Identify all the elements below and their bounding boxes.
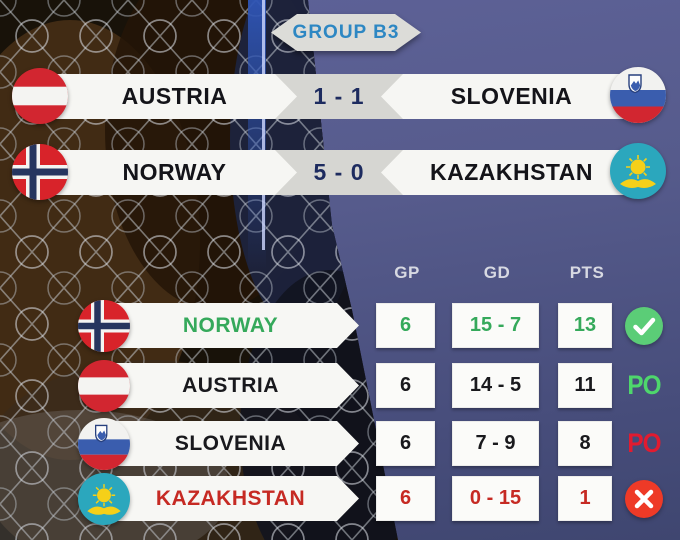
austria-flag-icon [12, 68, 68, 124]
team-name: AUSTRIA [182, 373, 279, 397]
gp-cell: 6 [376, 421, 435, 466]
match2-home-team: NORWAY [122, 159, 227, 185]
gp-cell: 6 [376, 476, 435, 521]
team-name-bar: NORWAY [98, 303, 359, 348]
austria-flag-icon [78, 360, 130, 412]
match2-score: 5 - 0 [296, 150, 382, 195]
match2-score-text: 5 - 0 [313, 159, 365, 185]
norway-flag-icon [78, 300, 130, 352]
pts-cell: 1 [558, 476, 612, 521]
team-name-bar: SLOVENIA [98, 421, 359, 466]
pts-cell: 8 [558, 421, 612, 466]
gd-cell: 15 - 7 [452, 303, 539, 348]
group-banner: GROUP B3 [271, 14, 421, 51]
team-name: NORWAY [182, 313, 279, 337]
team-name: KAZAKHSTAN [155, 486, 306, 510]
kazakhstan-flag-icon [78, 473, 130, 525]
gp-cell: 6 [376, 363, 435, 408]
playoff-badge: PO [627, 370, 661, 400]
match2-away-bar: KAZAKHSTAN [381, 150, 648, 195]
match2-away-team: KAZAKHSTAN [429, 159, 593, 185]
team-name-bar: KAZAKHSTAN [98, 476, 359, 521]
match1-away-bar: SLOVENIA [381, 74, 648, 119]
norway-flag-icon [12, 144, 68, 200]
gd-cell: 0 - 15 [452, 476, 539, 521]
match1-home-bar: AUSTRIA [36, 74, 297, 119]
check-circle-icon [625, 307, 663, 345]
team-name: SLOVENIA [174, 431, 287, 455]
gp-cell: 6 [376, 303, 435, 348]
column-header-pts: PTS [569, 263, 605, 282]
cross-circle-icon [625, 480, 663, 518]
gd-cell: 7 - 9 [452, 421, 539, 466]
match2-home-bar: NORWAY [36, 150, 297, 195]
match1-away-team: SLOVENIA [450, 83, 573, 109]
gd-cell: 14 - 5 [452, 363, 539, 408]
group-title: GROUP B3 [292, 21, 400, 43]
slovenia-flag-icon [78, 418, 130, 470]
kazakhstan-flag-icon [610, 143, 666, 199]
slovenia-flag-icon [610, 67, 666, 123]
playoff-badge: PO [627, 428, 661, 458]
pts-cell: 13 [558, 303, 612, 348]
pts-cell: 11 [558, 363, 612, 408]
column-header-gd: GD [483, 263, 511, 282]
match1-home-team: AUSTRIA [121, 83, 228, 109]
team-name-bar: AUSTRIA [98, 363, 359, 408]
match1-score-text: 1 - 1 [313, 83, 365, 109]
column-header-gp: GP [394, 263, 420, 282]
match1-score: 1 - 1 [296, 74, 382, 119]
